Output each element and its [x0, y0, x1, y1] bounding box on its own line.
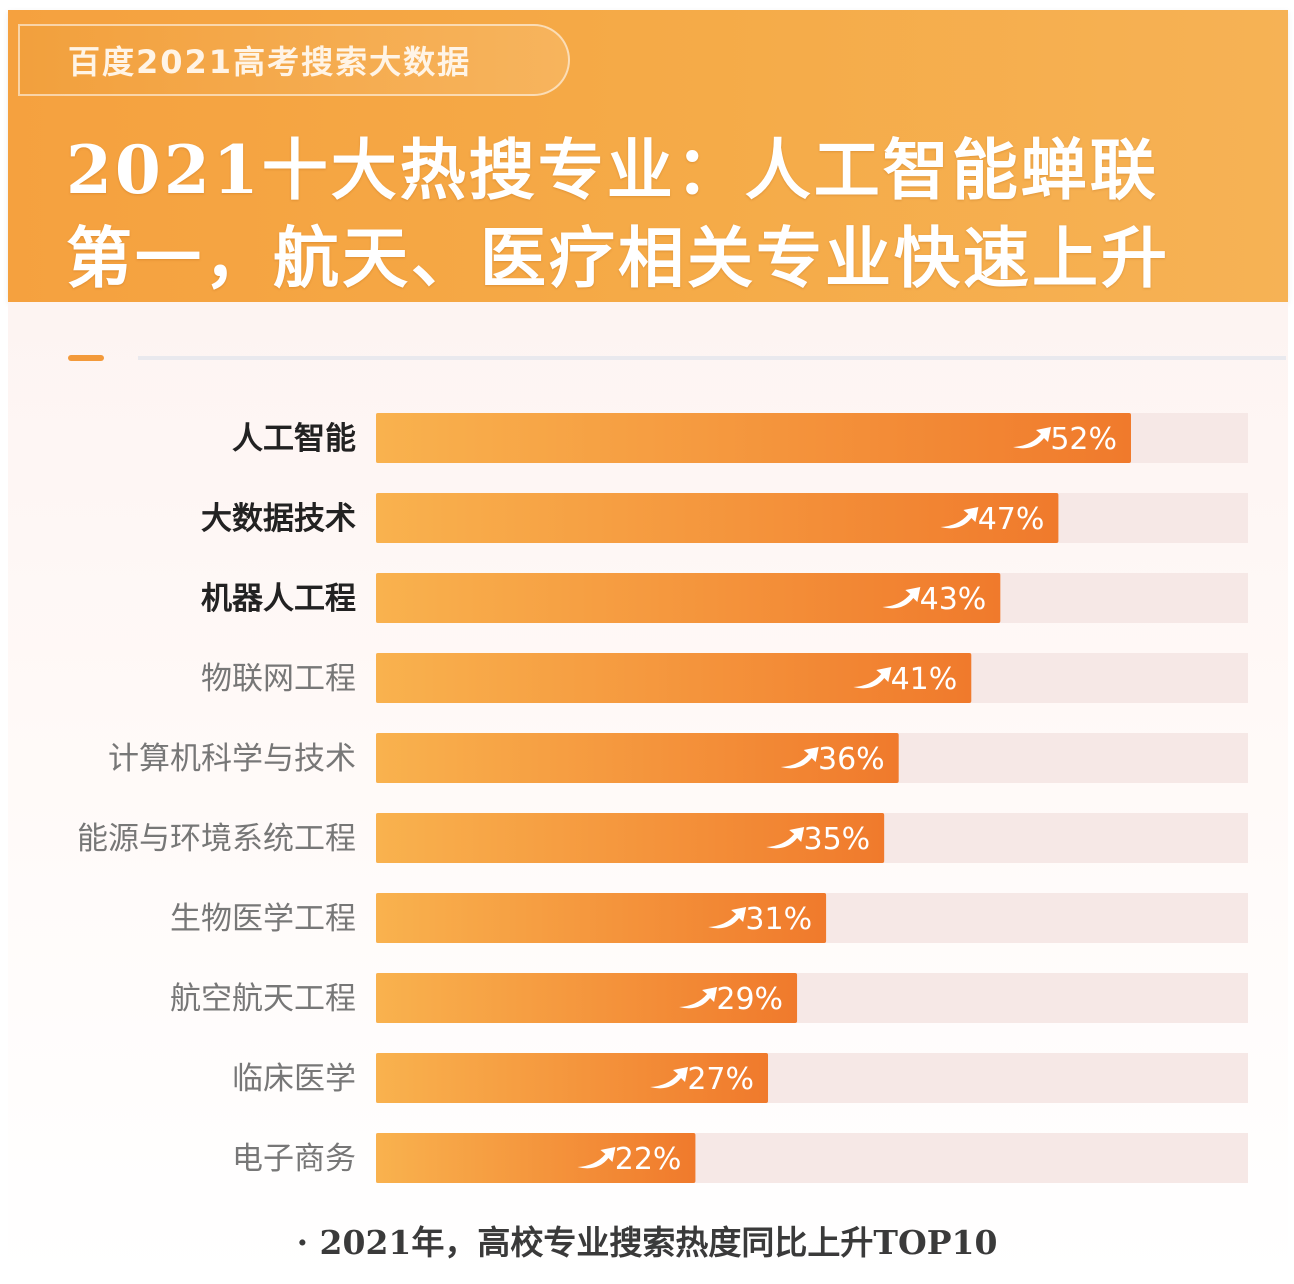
chart-panel — [8, 302, 1288, 1284]
value-label: 29% — [716, 982, 783, 1017]
category-label: 物联网工程 — [201, 661, 356, 697]
bar-chart: 人工智能 52% 大数据技术 47% 机器人工程 43% 物联网工程 41% 计算机科学与技术 3… — [77, 413, 1248, 1183]
headline-line-1: 2021十大热搜专业：人工智能蝉联 — [66, 131, 1159, 209]
trend-up-arrow-icon — [1013, 427, 1051, 449]
category-label: 计算机科学与技术 — [108, 741, 356, 777]
source-badge: 百度2021高考搜索大数据 — [18, 24, 570, 96]
source-badge-text: 百度2021高考搜索大数据 — [68, 43, 472, 81]
category-label: 航空航天工程 — [170, 981, 356, 1017]
bar — [376, 413, 1131, 463]
trend-up-arrow-icon — [577, 1147, 616, 1169]
category-label: 电子商务 — [232, 1141, 356, 1177]
value-label: 22% — [615, 1142, 682, 1177]
trend-up-arrow-icon — [940, 507, 979, 529]
trend-up-arrow-icon — [650, 1067, 689, 1089]
category-label: 机器人工程 — [201, 581, 356, 617]
headline-line-2: 第一，航天、医疗相关专业快速上升 — [66, 219, 1170, 297]
value-label: 36% — [818, 742, 885, 777]
category-label: 临床医学 — [232, 1061, 356, 1097]
value-label: 52% — [1050, 422, 1117, 457]
accent-dash — [68, 355, 104, 361]
bar — [376, 973, 798, 1023]
category-label: 能源与环境系统工程 — [77, 821, 356, 857]
trend-up-arrow-icon — [882, 587, 921, 609]
bar — [376, 893, 827, 943]
trend-up-arrow-icon — [780, 747, 819, 769]
value-label: 43% — [920, 582, 987, 617]
bar — [376, 493, 1059, 543]
header-banner: 百度2021高考搜索大数据 2021十大热搜专业：人工智能蝉联 第一，航天、医疗… — [8, 10, 1288, 302]
headline: 2021十大热搜专业：人工智能蝉联 第一，航天、医疗相关专业快速上升 — [66, 126, 1268, 302]
trend-up-arrow-icon — [853, 667, 892, 689]
trend-up-arrow-icon — [766, 827, 805, 849]
trend-up-arrow-icon — [679, 987, 718, 1009]
category-label: 大数据技术 — [201, 501, 356, 537]
bar — [376, 653, 972, 703]
value-label: 35% — [803, 822, 870, 857]
bar — [376, 813, 885, 863]
bar — [376, 573, 1001, 623]
value-label: 31% — [745, 902, 812, 937]
bar — [376, 1133, 696, 1183]
bar — [376, 1053, 769, 1103]
category-label: 生物医学工程 — [170, 901, 356, 937]
value-label: 27% — [687, 1062, 754, 1097]
trend-up-arrow-icon — [708, 907, 747, 929]
bar — [376, 733, 899, 783]
value-label: 41% — [891, 662, 958, 697]
chart-footnote: · 2021年，高校专业搜索热度同比上升TOP10 — [296, 1223, 998, 1262]
category-label: 人工智能 — [232, 421, 356, 457]
value-label: 47% — [978, 502, 1045, 537]
section-divider — [138, 356, 1286, 360]
